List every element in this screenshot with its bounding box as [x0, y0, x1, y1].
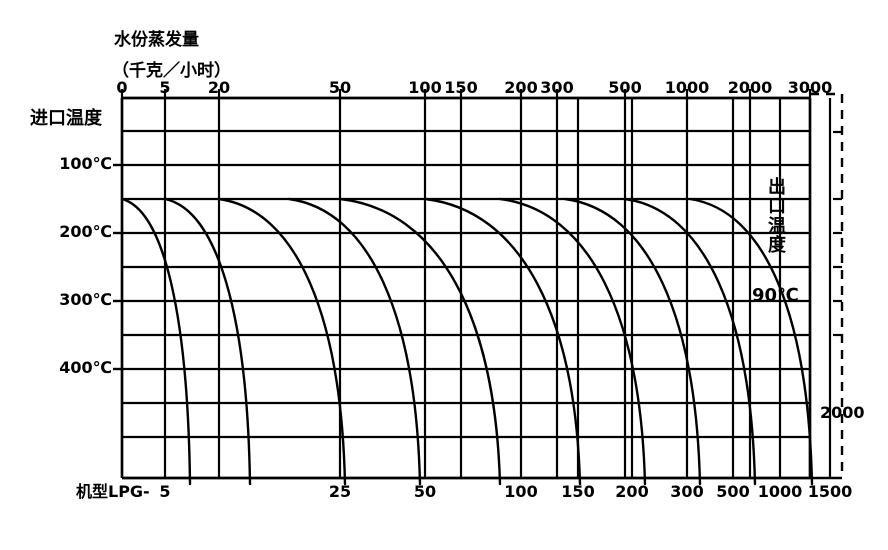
bottom-tick-500: 500	[716, 482, 750, 501]
bottom-tick-50: 50	[413, 482, 437, 501]
outlet-char-1: 出	[768, 177, 786, 198]
bottom-tick-5: 5	[159, 482, 171, 501]
right-axis-annotation-90c: 90℃	[752, 285, 799, 306]
top-tick-0: 0	[116, 78, 128, 97]
plot-background	[122, 98, 810, 478]
left-tick-200: 200℃	[59, 222, 112, 241]
outlet-char-2: 口	[768, 196, 786, 218]
capacity-curve	[338, 197, 502, 486]
top-tick-100: 100	[408, 78, 442, 97]
top-tick-2000: 2000	[727, 78, 773, 97]
chart-unit-kg-per-hour: （千克／小时）	[112, 61, 231, 81]
left-tick-300: 300℃	[59, 290, 112, 309]
bottom-tick-100: 100	[504, 482, 538, 501]
bottom-axis-title-model-lpg: 机型LPG-	[76, 482, 150, 501]
top-tick-20: 20	[207, 78, 231, 97]
chart-title-water-evaporation: 水份蒸发量	[114, 30, 199, 50]
left-tick-100: 100℃	[59, 154, 112, 173]
bottom-tick-1500: 1500	[807, 482, 853, 501]
top-tick-5: 5	[159, 78, 171, 97]
capacity-curve	[563, 197, 702, 486]
capacity-curve	[423, 197, 582, 486]
capacity-curve	[688, 197, 814, 486]
bottom-tick-300: 300	[670, 482, 704, 501]
top-tick-3000: 3000	[787, 78, 833, 97]
left-tick-400: 400℃	[59, 358, 112, 377]
capacity-curve	[217, 197, 347, 486]
right-axis-annotation-2000: 2000	[820, 403, 865, 422]
bottom-tick-1000: 1000	[757, 482, 803, 501]
bottom-tick-150: 150	[561, 482, 595, 501]
capacity-curve	[120, 197, 192, 486]
right-axis-title-outlet-temperature: 出 口 温 度	[766, 178, 788, 256]
top-tick-500: 500	[608, 78, 642, 97]
capacity-curve	[498, 197, 647, 486]
bottom-tick-200: 200	[615, 482, 649, 501]
top-tick-200: 200	[504, 78, 538, 97]
top-tick-300: 300	[540, 78, 574, 97]
top-tick-150: 150	[444, 78, 478, 97]
outlet-char-3: 温	[768, 215, 786, 237]
bottom-tick-25: 25	[328, 482, 352, 501]
capacity-curve	[163, 197, 252, 486]
left-axis-title-inlet-temperature: 进口温度	[30, 108, 102, 129]
capacity-curve	[287, 197, 422, 486]
top-tick-1000: 1000	[664, 78, 710, 97]
outlet-char-4: 度	[768, 235, 786, 257]
top-tick-50: 50	[328, 78, 352, 97]
capacity-curve	[623, 197, 757, 486]
